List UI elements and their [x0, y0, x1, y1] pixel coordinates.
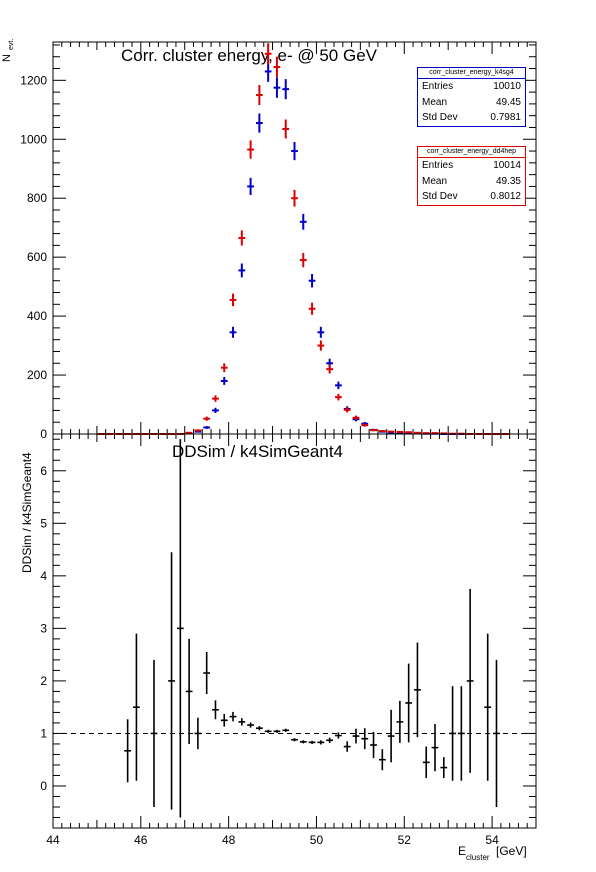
stats-label: Mean — [422, 96, 448, 108]
stats-row-mean: Mean 49.35 — [418, 174, 525, 190]
y-tick-label: 1200 — [20, 73, 47, 87]
x-axis-label-unit: [GeV] — [496, 844, 527, 858]
stats-row-stddev: Std Dev 0.8012 — [418, 189, 525, 205]
stats-value: 0.8012 — [490, 191, 521, 202]
stats-box-title: corr_cluster_energy_k4sg4 — [418, 68, 525, 79]
y-axis-label-subscript: evt. — [8, 39, 15, 50]
y-tick-label: 4 — [40, 569, 47, 583]
stats-label: Mean — [422, 175, 448, 187]
y-tick-label: 600 — [27, 250, 47, 264]
y-tick-label: 3 — [40, 621, 47, 635]
stats-row-stddev: Std Dev 0.7981 — [418, 110, 525, 126]
stats-label: Entries — [422, 81, 454, 92]
y-tick-label: 0 — [40, 427, 47, 441]
x-axis-label: E — [458, 844, 466, 858]
stats-row-mean: Mean 49.45 — [418, 95, 525, 111]
stats-box-title: corr_cluster_energy_dd4hep — [418, 147, 525, 158]
y-tick-label: 0 — [40, 779, 47, 793]
plot-frame — [52, 433, 537, 829]
x-tick-label: 52 — [398, 833, 412, 847]
x-tick-label: 44 — [46, 833, 60, 847]
stats-box-k4sg4: corr_cluster_energy_k4sg4 Entries 10010 M… — [417, 67, 526, 127]
stats-value: 49.35 — [495, 175, 521, 187]
y-tick-label: 400 — [27, 309, 47, 323]
stats-value: 49.45 — [495, 96, 521, 108]
y-tick-label: 6 — [40, 464, 47, 478]
stats-label: Std Dev — [422, 112, 458, 123]
x-tick-label: 50 — [310, 833, 324, 847]
stats-label: Entries — [422, 160, 454, 171]
y-tick-label: 1000 — [20, 132, 47, 146]
stats-label: Std Dev — [422, 191, 458, 202]
ratio-title: DDSim / k4SimGeant4 — [172, 442, 343, 461]
x-tick-label: 46 — [134, 833, 148, 847]
x-tick-label: 54 — [485, 833, 499, 847]
x-axis-label-subscript: cluster — [466, 853, 490, 862]
chart-title: Corr. cluster energy, e- @ 50 GeV — [121, 46, 378, 65]
stats-row-entries: Entries 10010 — [418, 79, 525, 95]
y-axis-label: N — [1, 54, 13, 62]
y-axis-label: DDSim / k4SimGeant4 — [20, 452, 34, 573]
stats-box-dd4hep: corr_cluster_energy_dd4hep Entries 10014 … — [417, 146, 526, 206]
y-tick-label: 800 — [27, 191, 47, 205]
x-tick-label: 48 — [222, 833, 236, 847]
y-tick-label: 200 — [27, 368, 47, 382]
y-tick-label: 2 — [40, 674, 47, 688]
stats-value: 10014 — [493, 160, 521, 171]
stats-row-entries: Entries 10014 — [418, 158, 525, 174]
y-tick-label: 1 — [40, 726, 47, 740]
ratio-panel: 0 1 2 3 4 5 6 44 46 48 50 52 54 DDSim / k4SimGeant4 DD… — [20, 433, 537, 862]
stats-value: 0.7981 — [490, 112, 521, 123]
y-tick-label: 5 — [40, 516, 47, 530]
stats-value: 10010 — [493, 81, 521, 92]
